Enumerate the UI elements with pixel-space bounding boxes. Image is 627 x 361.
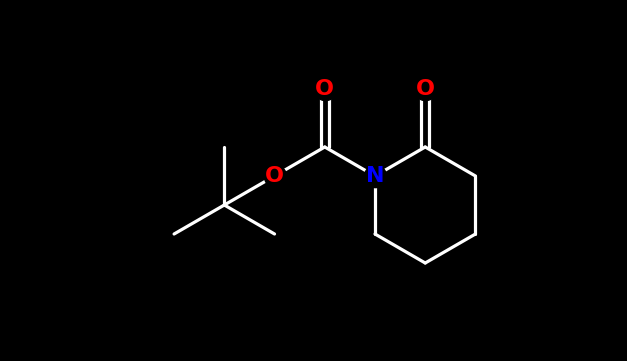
Text: O: O xyxy=(265,166,284,186)
Text: O: O xyxy=(416,79,435,99)
Text: N: N xyxy=(366,166,384,186)
Text: O: O xyxy=(315,79,334,99)
